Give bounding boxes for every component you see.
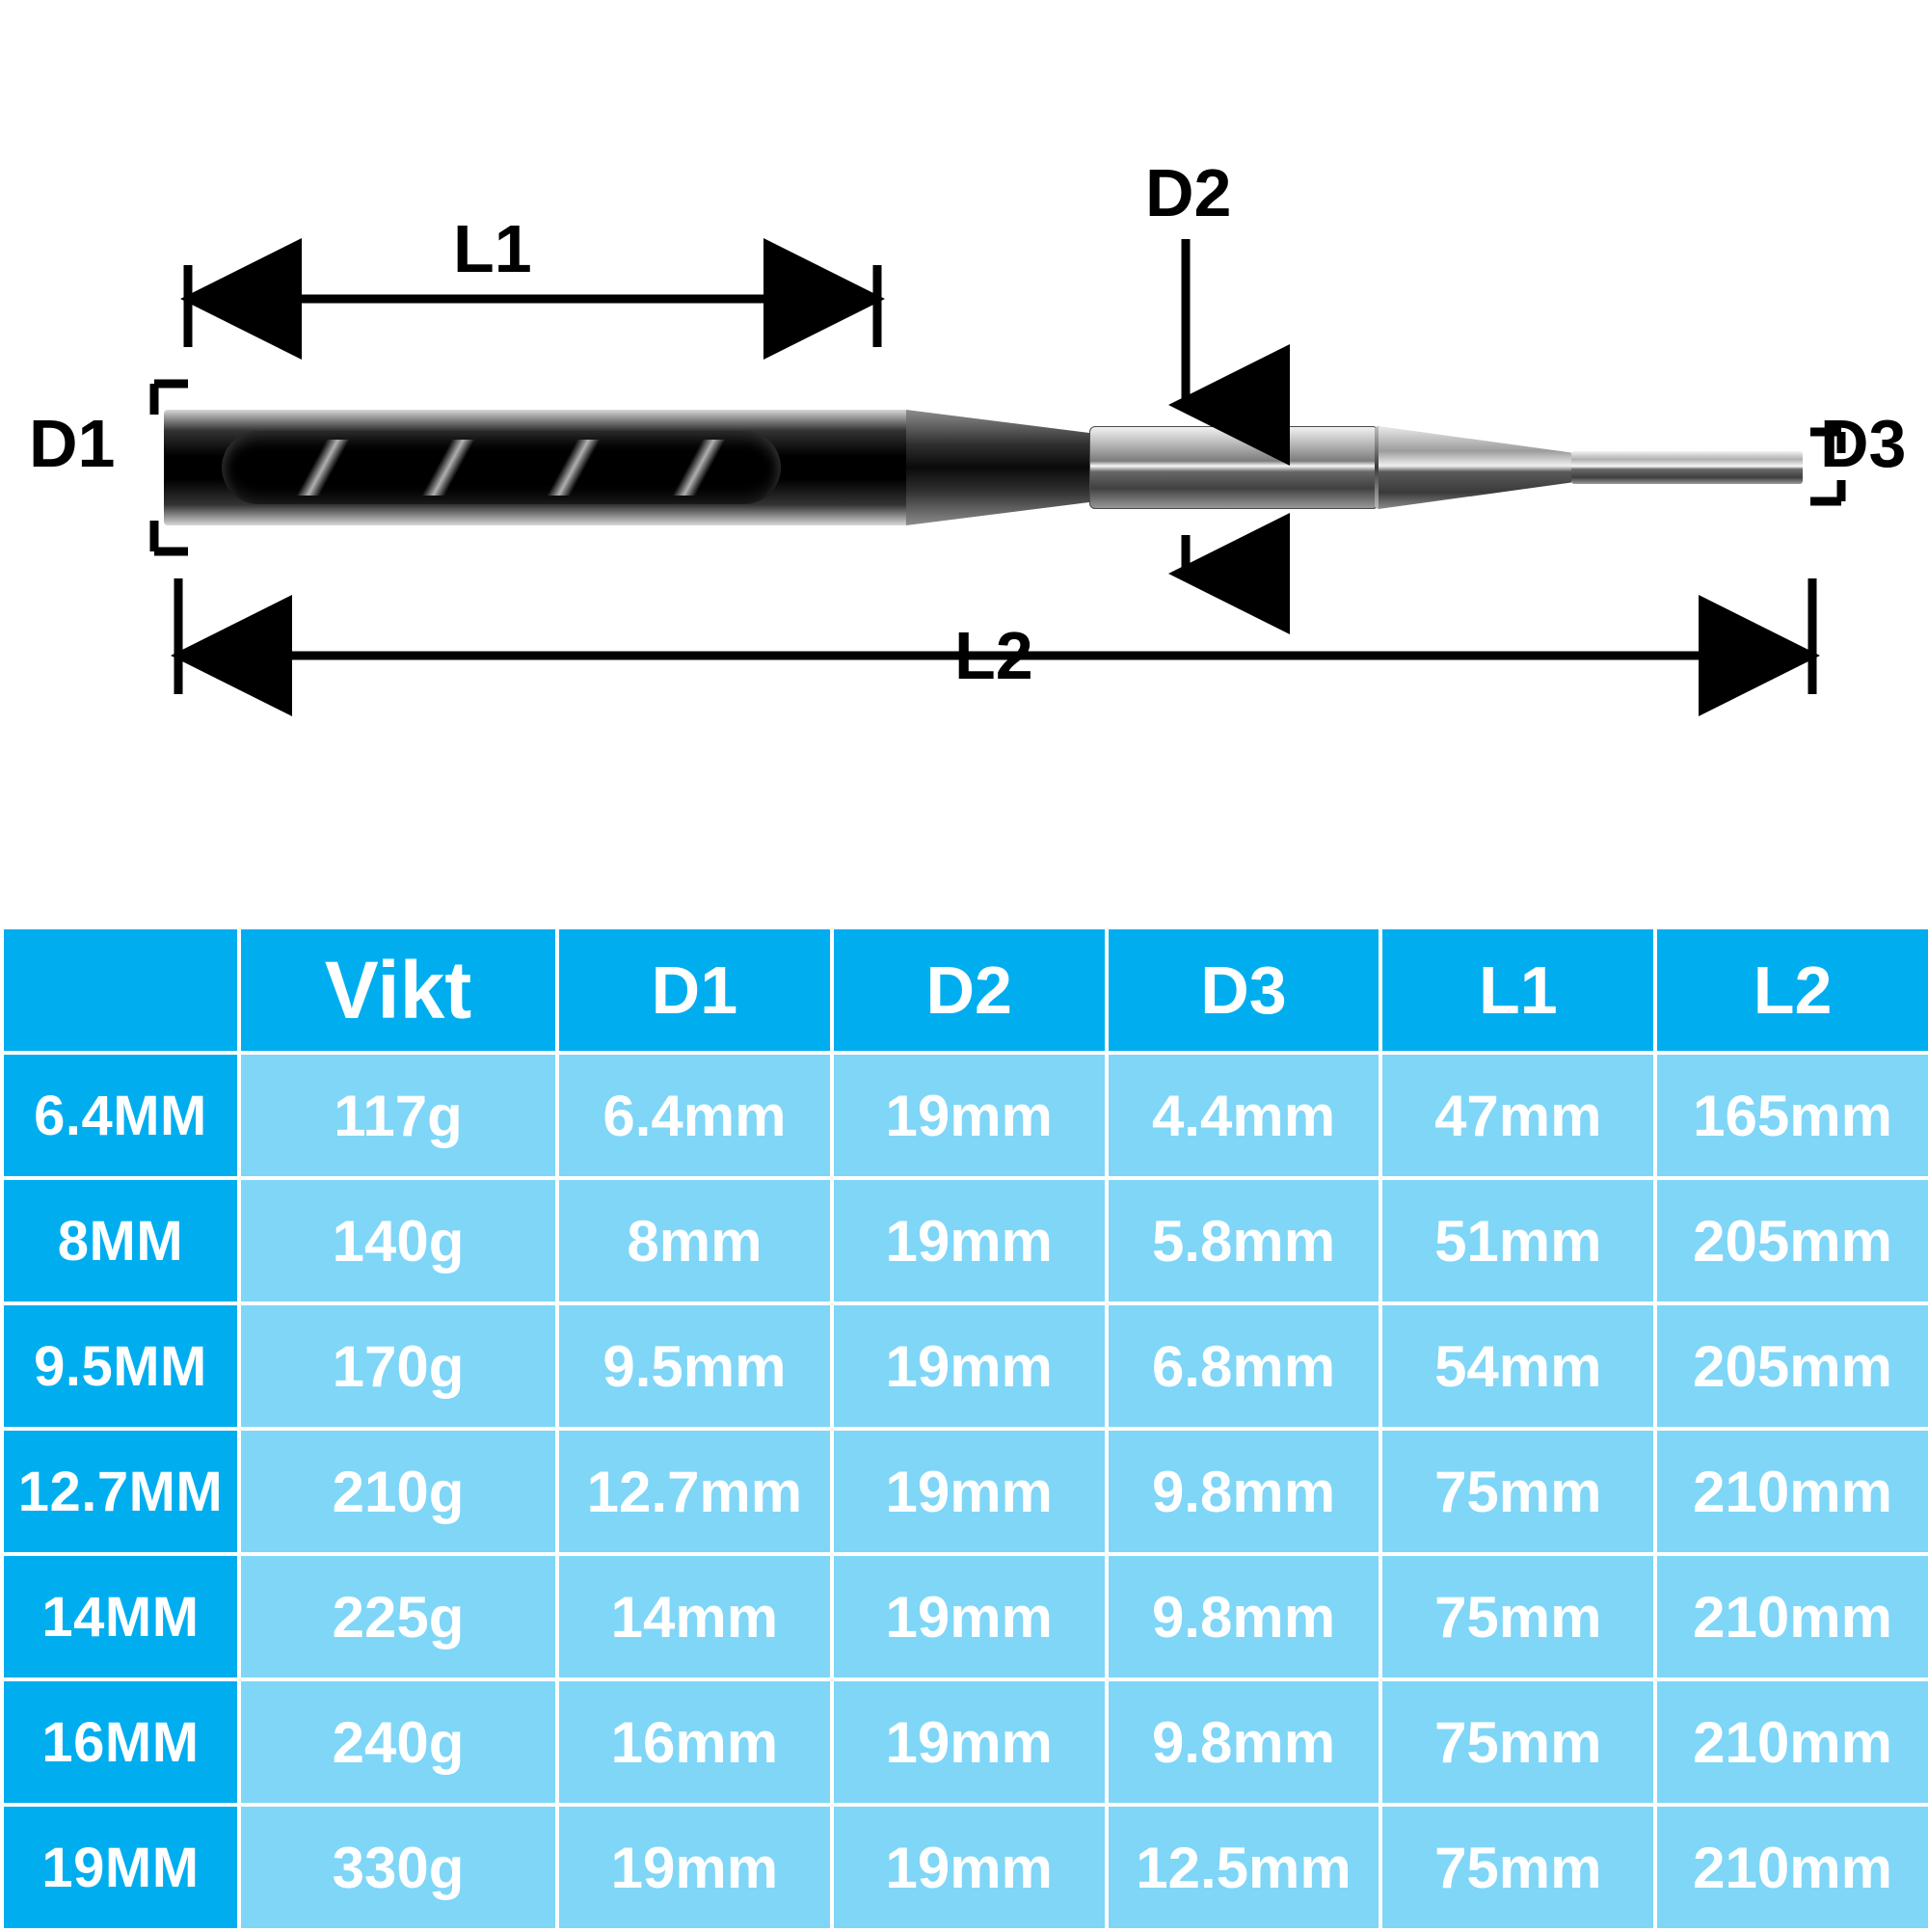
cell-d1: 9.5mm	[557, 1303, 832, 1429]
table-body: 6.4MM 117g 6.4mm 19mm 4.4mm 47mm 165mm 8…	[2, 1053, 1928, 1930]
cell-d1: 6.4mm	[557, 1053, 832, 1178]
label-l1: L1	[453, 210, 532, 287]
cell-l1: 75mm	[1380, 1679, 1655, 1805]
label-d2: D2	[1145, 154, 1231, 231]
cell-l2: 205mm	[1655, 1178, 1928, 1303]
drill-illustration	[164, 386, 1803, 550]
cell-d3: 5.8mm	[1107, 1178, 1381, 1303]
cell-l1: 75mm	[1380, 1554, 1655, 1679]
row-size: 16MM	[2, 1679, 239, 1805]
table-row: 14MM 225g 14mm 19mm 9.8mm 75mm 210mm	[2, 1554, 1928, 1679]
header-l2: L2	[1655, 927, 1928, 1053]
cell-d2: 19mm	[832, 1053, 1107, 1178]
cell-d2: 19mm	[832, 1679, 1107, 1805]
cell-d3: 9.8mm	[1107, 1429, 1381, 1554]
cell-d1: 12.7mm	[557, 1429, 832, 1554]
row-size: 8MM	[2, 1178, 239, 1303]
label-d1: D1	[29, 405, 115, 482]
dimension-diagram: D1 D2 D3 L1 L2	[0, 0, 1928, 926]
table-row: 19MM 330g 19mm 19mm 12.5mm 75mm 210mm	[2, 1805, 1928, 1930]
cell-l1: 51mm	[1380, 1178, 1655, 1303]
cell-d2: 19mm	[832, 1303, 1107, 1429]
row-size: 9.5MM	[2, 1303, 239, 1429]
shank-d3	[1571, 451, 1803, 484]
table-row: 8MM 140g 8mm 19mm 5.8mm 51mm 205mm	[2, 1178, 1928, 1303]
cell-vikt: 225g	[239, 1554, 557, 1679]
cell-d1: 14mm	[557, 1554, 832, 1679]
collar-d2	[1089, 426, 1379, 509]
table-row: 12.7MM 210g 12.7mm 19mm 9.8mm 75mm 210mm	[2, 1429, 1928, 1554]
header-l1: L1	[1380, 927, 1655, 1053]
header-d2: D2	[832, 927, 1107, 1053]
row-size: 6.4MM	[2, 1053, 239, 1178]
header-d3: D3	[1107, 927, 1381, 1053]
header-vikt: Vikt	[239, 927, 557, 1053]
cell-d3: 6.8mm	[1107, 1303, 1381, 1429]
row-size: 19MM	[2, 1805, 239, 1930]
cell-l2: 210mm	[1655, 1679, 1928, 1805]
cell-d1: 19mm	[557, 1805, 832, 1930]
spec-table: Vikt D1 D2 D3 L1 L2 6.4MM 117g 6.4mm 19m…	[0, 926, 1928, 1932]
cell-d3: 12.5mm	[1107, 1805, 1381, 1930]
header-empty	[2, 927, 239, 1053]
cell-d2: 19mm	[832, 1429, 1107, 1554]
cell-d3: 4.4mm	[1107, 1053, 1381, 1178]
cell-l2: 210mm	[1655, 1429, 1928, 1554]
row-size: 12.7MM	[2, 1429, 239, 1554]
cell-vikt: 170g	[239, 1303, 557, 1429]
cell-vikt: 330g	[239, 1805, 557, 1930]
chisel-waist	[906, 410, 1089, 525]
cell-vikt: 140g	[239, 1178, 557, 1303]
cell-vikt: 117g	[239, 1053, 557, 1178]
cell-d2: 19mm	[832, 1554, 1107, 1679]
row-size: 14MM	[2, 1554, 239, 1679]
cell-l2: 205mm	[1655, 1303, 1928, 1429]
cell-d3: 9.8mm	[1107, 1679, 1381, 1805]
cell-d1: 16mm	[557, 1679, 832, 1805]
cell-l1: 47mm	[1380, 1053, 1655, 1178]
header-d1: D1	[557, 927, 832, 1053]
table-row: 16MM 240g 16mm 19mm 9.8mm 75mm 210mm	[2, 1679, 1928, 1805]
cell-d1: 8mm	[557, 1178, 832, 1303]
cell-d2: 19mm	[832, 1178, 1107, 1303]
cell-vikt: 210g	[239, 1429, 557, 1554]
cell-l1: 75mm	[1380, 1429, 1655, 1554]
cell-d2: 19mm	[832, 1805, 1107, 1930]
cell-l2: 210mm	[1655, 1554, 1928, 1679]
cell-l2: 210mm	[1655, 1805, 1928, 1930]
cell-vikt: 240g	[239, 1679, 557, 1805]
cell-d3: 9.8mm	[1107, 1554, 1381, 1679]
table-header-row: Vikt D1 D2 D3 L1 L2	[2, 927, 1928, 1053]
cell-l2: 165mm	[1655, 1053, 1928, 1178]
label-l2: L2	[954, 617, 1033, 694]
cell-l1: 54mm	[1380, 1303, 1655, 1429]
label-d3: D3	[1820, 405, 1906, 482]
taper	[1379, 426, 1571, 509]
table-row: 6.4MM 117g 6.4mm 19mm 4.4mm 47mm 165mm	[2, 1053, 1928, 1178]
cell-l1: 75mm	[1380, 1805, 1655, 1930]
table-row: 9.5MM 170g 9.5mm 19mm 6.8mm 54mm 205mm	[2, 1303, 1928, 1429]
